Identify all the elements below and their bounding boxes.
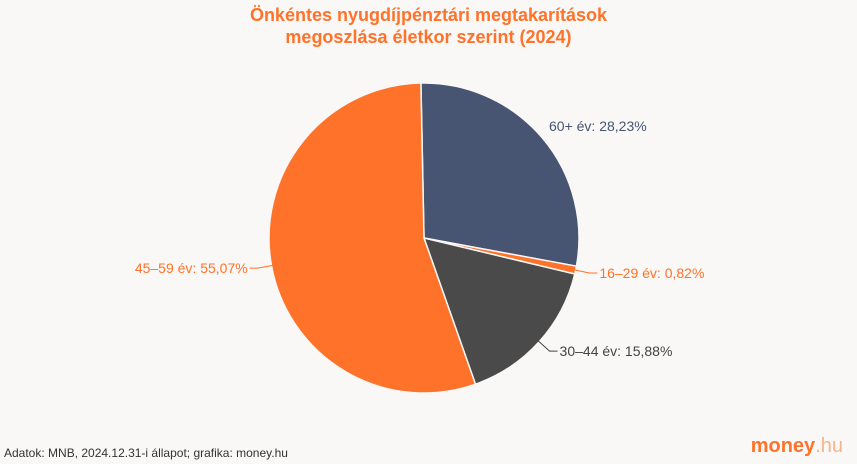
- source-note: Adatok: MNB, 2024.12.31-i állapot; grafi…: [4, 446, 288, 460]
- leader-line: [249, 264, 274, 269]
- chart-title: Önkéntes nyugdíjpénztári megtakarítások …: [0, 4, 857, 48]
- slice-label: 60+ év: 28,23%: [549, 118, 647, 134]
- slice-label: 16–29 év: 0,82%: [599, 265, 704, 281]
- pie-slice: [420, 82, 580, 268]
- slice-label: 45–59 év: 55,07%: [135, 260, 248, 276]
- slice-label: 30–44 év: 15,88%: [560, 343, 673, 359]
- logo-suffix: .hu: [815, 435, 843, 457]
- logo-main: money: [750, 435, 816, 457]
- leader-line: [537, 340, 558, 352]
- money-hu-logo: money.hu: [751, 435, 843, 458]
- leader-line: [573, 269, 598, 274]
- title-line-1: Önkéntes nyugdíjpénztári megtakarítások: [249, 5, 608, 25]
- title-line-2: megoszlása életkor szerint (2024): [285, 27, 572, 47]
